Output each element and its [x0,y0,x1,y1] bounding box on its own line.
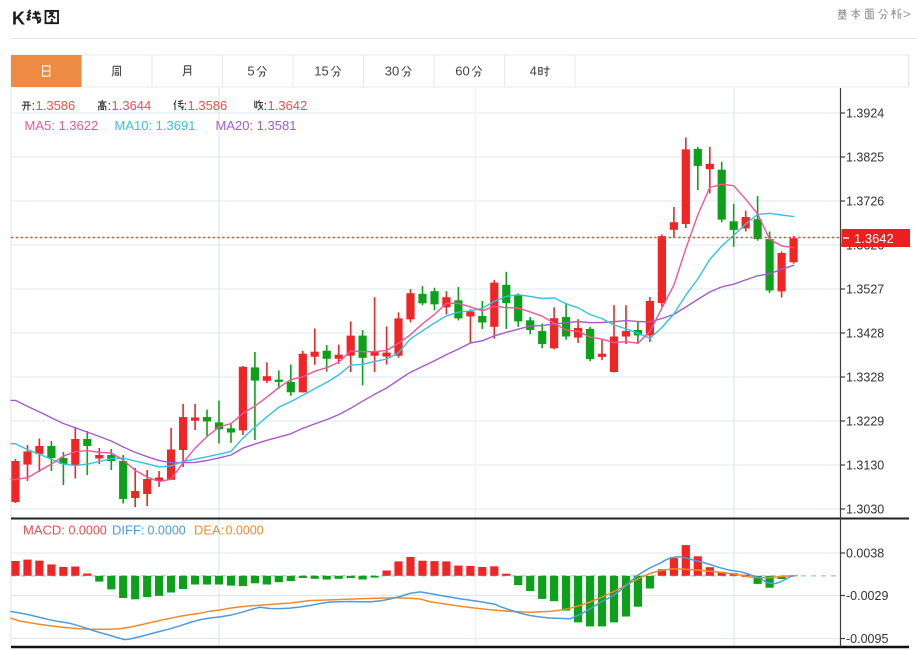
svg-text:0.0038: 0.0038 [846,547,884,561]
svg-text:DIFF:: DIFF: [112,523,145,538]
svg-text:4: 4 [530,64,537,79]
svg-text:1.3527: 1.3527 [846,283,884,297]
svg-text:1.3642: 1.3642 [268,98,308,113]
svg-text:1.3586: 1.3586 [36,98,76,113]
svg-text:0.0000: 0.0000 [226,524,264,538]
svg-text:1.3428: 1.3428 [846,327,884,341]
svg-text:1.3229: 1.3229 [846,415,884,429]
svg-text:K: K [12,9,25,29]
svg-text:1.3130: 1.3130 [846,459,884,473]
svg-text:-0.0095: -0.0095 [846,632,888,646]
svg-text:1.3924: 1.3924 [846,107,884,121]
svg-text:MA20: 1.3581: MA20: 1.3581 [216,118,297,133]
svg-text:1.3642: 1.3642 [854,231,894,246]
svg-text:1.3726: 1.3726 [846,195,884,209]
svg-text:1.3825: 1.3825 [846,151,884,165]
svg-text:15: 15 [314,64,328,79]
svg-text:DEA:: DEA: [194,523,224,538]
svg-text::: : [108,98,112,113]
svg-text:30: 30 [385,64,399,79]
svg-text:-0.0029: -0.0029 [846,589,888,603]
svg-text::: : [264,98,268,113]
svg-text:5: 5 [247,64,254,79]
svg-text:1.3328: 1.3328 [846,371,884,385]
svg-text::: : [184,98,188,113]
svg-text:1.3586: 1.3586 [188,98,228,113]
svg-text:>: > [903,7,911,22]
svg-text:0.0000: 0.0000 [148,524,186,538]
svg-text:0.0000: 0.0000 [69,524,107,538]
svg-text:1.3644: 1.3644 [112,98,152,113]
svg-text::: : [32,98,36,113]
svg-text:1.3030: 1.3030 [846,503,884,517]
svg-text:60: 60 [455,64,469,79]
svg-text:MACD:: MACD: [23,523,65,538]
svg-text:MA5: 1.3622: MA5: 1.3622 [25,118,99,133]
svg-text:MA10: 1.3691: MA10: 1.3691 [115,118,196,133]
